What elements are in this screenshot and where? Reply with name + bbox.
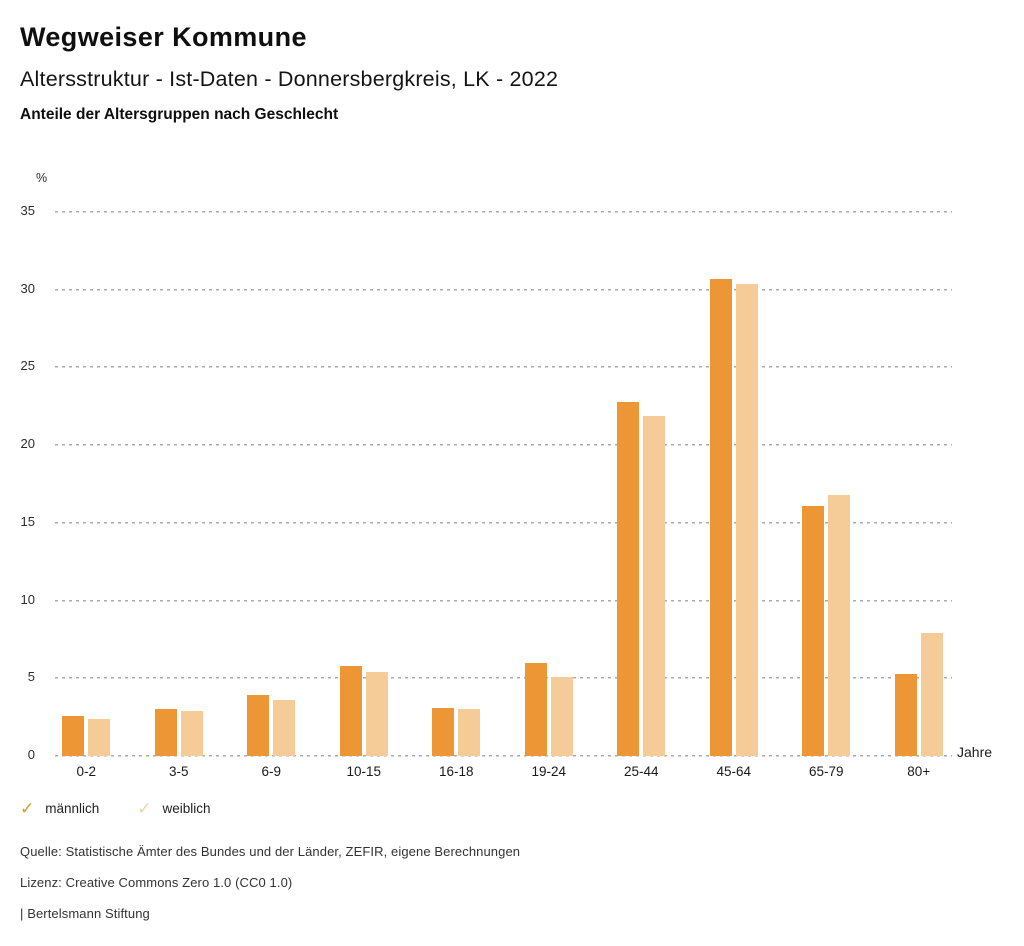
bar-group [873, 212, 966, 756]
bar-weiblich[interactable] [828, 494, 851, 756]
bar-maennlich[interactable] [247, 695, 270, 756]
check-icon: ✓ [137, 799, 152, 818]
bar-maennlich[interactable] [432, 707, 455, 756]
x-axis-tick-label: 45-64 [716, 764, 752, 779]
gridline [55, 755, 952, 757]
bar-group [40, 212, 133, 756]
y-axis-tick-label: 15 [20, 513, 35, 529]
x-axis-tick-label: 0-2 [76, 764, 96, 779]
bar-weiblich[interactable] [735, 283, 758, 756]
bar-maennlich[interactable] [62, 715, 85, 756]
bar-weiblich[interactable] [458, 709, 481, 756]
bar-group [318, 212, 411, 756]
bar-group [595, 212, 688, 756]
bar-weiblich[interactable] [365, 672, 388, 756]
bar-maennlich[interactable] [154, 709, 177, 756]
app-title: Wegweiser Kommune [20, 22, 307, 52]
bar-row [40, 212, 965, 756]
gridline [55, 444, 952, 447]
bar-weiblich[interactable] [273, 700, 296, 756]
gridline [55, 211, 952, 213]
x-axis-tick-label: 65-79 [808, 764, 844, 779]
gridline [55, 677, 952, 680]
x-axis-tick-label: 3-5 [168, 764, 189, 779]
footer-source: Quelle: Statistische Ämter des Bundes un… [20, 844, 521, 859]
x-axis-tick-label: 10-15 [346, 764, 382, 779]
gridline [55, 366, 952, 369]
bar-group [688, 212, 781, 756]
bar-weiblich[interactable] [920, 633, 943, 756]
bar-group [780, 212, 873, 756]
bar-weiblich[interactable] [88, 718, 111, 756]
y-axis-unit-label: % [36, 171, 48, 185]
bar-maennlich[interactable] [894, 673, 917, 756]
y-axis-tick-label: 10 [20, 591, 35, 607]
bar-group [133, 212, 226, 756]
gridline [55, 521, 952, 524]
x-axis-unit-label: Jahre [957, 744, 993, 760]
chart-subtitle: Altersstruktur - Ist-Daten - Donnersberg… [20, 67, 559, 91]
y-axis-tick-label: 30 [20, 280, 35, 296]
bar-group [503, 212, 596, 756]
bar-weiblich[interactable] [643, 415, 666, 756]
plot-area [40, 211, 965, 757]
x-axis-tick-label: 6-9 [261, 764, 281, 779]
bar-group [410, 212, 503, 756]
legend-item-maennlich[interactable]: ✓ männlich [20, 800, 99, 817]
x-axis: 0-2 3-5 6-9 10-15 16-18 19-24 25-44 45-64 65-79 8… [40, 764, 965, 779]
bar-weiblich[interactable] [550, 676, 573, 756]
bar-maennlich[interactable] [617, 401, 640, 756]
x-axis-tick-label: 25-44 [623, 764, 659, 779]
check-icon: ✓ [20, 799, 35, 818]
legend-item-weiblich[interactable]: ✓ weiblich [137, 800, 210, 817]
y-axis-tick-label: 25 [20, 358, 35, 374]
bar-maennlich[interactable] [709, 278, 732, 756]
gridline [55, 288, 952, 291]
legend: ✓ männlich ✓ weiblich [20, 800, 249, 817]
legend-item-label: weiblich [162, 801, 211, 816]
bar-maennlich[interactable] [339, 665, 362, 756]
y-axis-tick-label: 20 [20, 436, 35, 452]
footer-attribution: | Bertelsmann Stiftung [20, 906, 150, 921]
bar-group [225, 212, 318, 756]
chart-heading: Anteile der Altersgruppen nach Geschlech… [20, 106, 339, 123]
y-axis-tick-label: 0 [27, 747, 35, 762]
gridline [55, 599, 952, 602]
footer-license: Lizenz: Creative Commons Zero 1.0 (CC0 1… [20, 875, 293, 890]
bar-maennlich[interactable] [802, 505, 825, 756]
x-axis-tick-label: 16-18 [438, 764, 474, 779]
x-axis-tick-label: 19-24 [531, 764, 567, 779]
x-axis-tick-label: 80+ [907, 764, 931, 779]
bar-maennlich[interactable] [524, 662, 547, 756]
legend-item-label: männlich [45, 801, 100, 816]
y-axis-tick-label: 35 [20, 203, 35, 218]
bar-weiblich[interactable] [180, 710, 203, 756]
y-axis-tick-label: 5 [27, 669, 35, 685]
